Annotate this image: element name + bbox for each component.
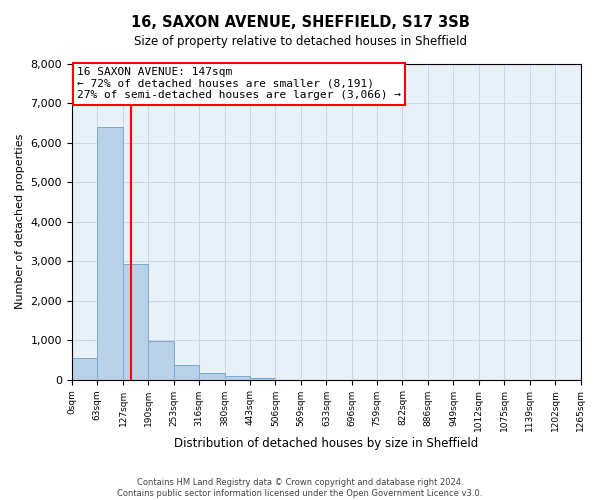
- Text: 16, SAXON AVENUE, SHEFFIELD, S17 3SB: 16, SAXON AVENUE, SHEFFIELD, S17 3SB: [131, 15, 469, 30]
- Text: 16 SAXON AVENUE: 147sqm
← 72% of detached houses are smaller (8,191)
27% of semi: 16 SAXON AVENUE: 147sqm ← 72% of detache…: [77, 67, 401, 100]
- Bar: [173, 365, 199, 380]
- Bar: [123, 264, 148, 380]
- Bar: [72, 358, 97, 380]
- Bar: [224, 376, 250, 380]
- X-axis label: Distribution of detached houses by size in Sheffield: Distribution of detached houses by size …: [174, 437, 478, 450]
- Text: Contains HM Land Registry data © Crown copyright and database right 2024.
Contai: Contains HM Land Registry data © Crown c…: [118, 478, 482, 498]
- Bar: [199, 372, 224, 380]
- Y-axis label: Number of detached properties: Number of detached properties: [15, 134, 25, 310]
- Bar: [97, 127, 123, 380]
- Text: Size of property relative to detached houses in Sheffield: Size of property relative to detached ho…: [133, 35, 467, 48]
- Bar: [250, 378, 275, 380]
- Bar: [148, 342, 173, 380]
